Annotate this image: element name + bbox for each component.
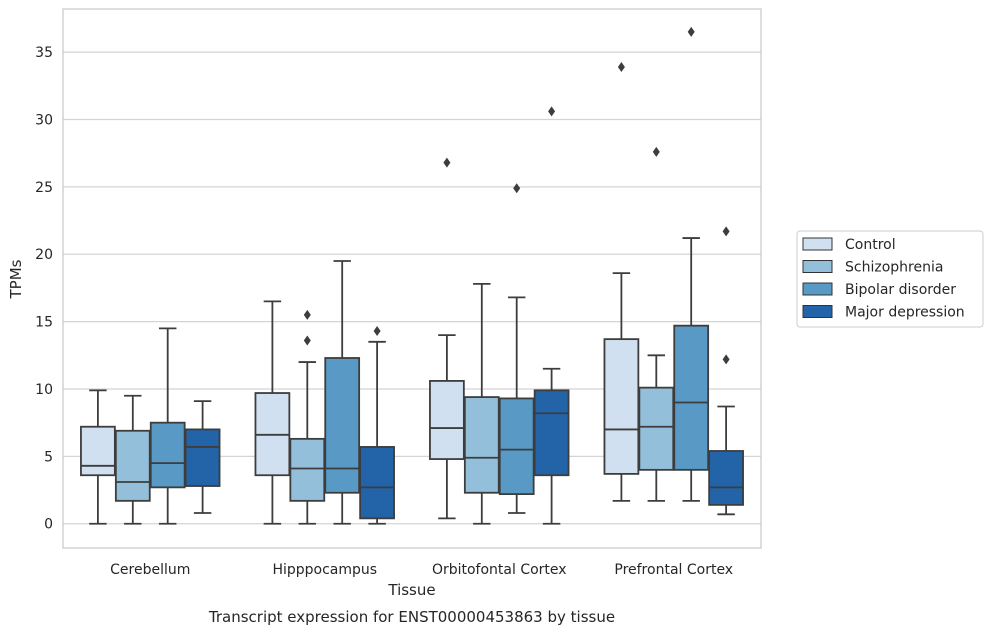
- y-tick-label: 15: [35, 315, 53, 331]
- box: [673, 324, 710, 471]
- box-group: [533, 106, 570, 525]
- legend-label: Bipolar disorder: [845, 282, 956, 298]
- box: [289, 437, 326, 502]
- box-group: [708, 226, 744, 516]
- box: [533, 389, 570, 477]
- outlier-point: [687, 26, 695, 37]
- x-tick-label: Hipppocampus: [272, 562, 377, 578]
- outlier-point: [548, 106, 556, 117]
- outlier-point: [513, 183, 521, 194]
- y-tick-label: 25: [35, 180, 53, 196]
- outlier-point: [303, 309, 311, 320]
- box-group: [498, 183, 535, 514]
- box: [463, 396, 500, 494]
- box-group: [673, 26, 710, 502]
- x-tick-label: Orbitofontal Cortex: [432, 562, 567, 578]
- legend-swatch: [802, 282, 833, 296]
- box: [149, 421, 186, 489]
- box-group: [114, 394, 151, 525]
- box: [638, 386, 675, 471]
- y-tick-label: 35: [35, 45, 53, 61]
- box-group: [429, 157, 465, 520]
- outlier-point: [652, 146, 660, 157]
- box-group: [254, 300, 291, 525]
- legend-frame: [796, 230, 984, 328]
- box: [114, 429, 151, 502]
- box-group: [184, 400, 221, 514]
- y-tick-label: 0: [44, 517, 53, 533]
- y-tick-label: 20: [35, 247, 53, 263]
- box: [324, 357, 361, 494]
- plot-frame: [62, 8, 762, 549]
- legend-label: Control: [845, 237, 896, 253]
- box: [359, 446, 395, 520]
- legend-label: Schizophrenia: [845, 260, 943, 276]
- box: [603, 338, 640, 475]
- legend: Control Schizophrenia Bipolar disorder Majo…: [796, 230, 984, 328]
- legend-swatch: [802, 260, 833, 273]
- outlier-point: [722, 354, 730, 365]
- outlier-point: [373, 326, 381, 337]
- box: [184, 428, 221, 487]
- box: [429, 380, 465, 460]
- box-group: [359, 326, 395, 525]
- y-tick-label: 30: [35, 112, 53, 128]
- outlier-point: [617, 61, 625, 72]
- box: [708, 450, 744, 506]
- box: [80, 425, 116, 477]
- y-tick-labels: 0 5 10 15 20 25 30 35: [35, 45, 53, 533]
- outlier-point: [443, 157, 451, 168]
- legend-label: Major depression: [845, 305, 965, 321]
- box-group: [463, 282, 500, 525]
- legend-swatch: [802, 237, 833, 251]
- box-group: [324, 260, 361, 525]
- x-tick-labels: Cerebellum Hipppocampus Orbitofontal Corte…: [110, 562, 733, 578]
- x-tick-label: Prefrontal Cortex: [614, 562, 733, 578]
- box-layer: [80, 26, 744, 525]
- outlier-point: [722, 226, 730, 237]
- box-group: [603, 61, 640, 502]
- box-group: [80, 389, 116, 525]
- y-tick-label: 5: [44, 449, 53, 465]
- x-axis-label: Tissue: [387, 581, 435, 599]
- chart-caption: Transcript expression for ENST0000045386…: [208, 608, 615, 626]
- legend-swatch: [802, 305, 833, 318]
- box-group: [289, 309, 326, 525]
- outlier-point: [303, 335, 311, 346]
- y-axis-label: TPMs: [7, 259, 25, 299]
- box-group: [638, 146, 675, 502]
- y-tick-label: 10: [35, 382, 53, 398]
- box: [498, 397, 535, 495]
- box-group: [149, 327, 186, 525]
- x-tick-label: Cerebellum: [110, 562, 190, 578]
